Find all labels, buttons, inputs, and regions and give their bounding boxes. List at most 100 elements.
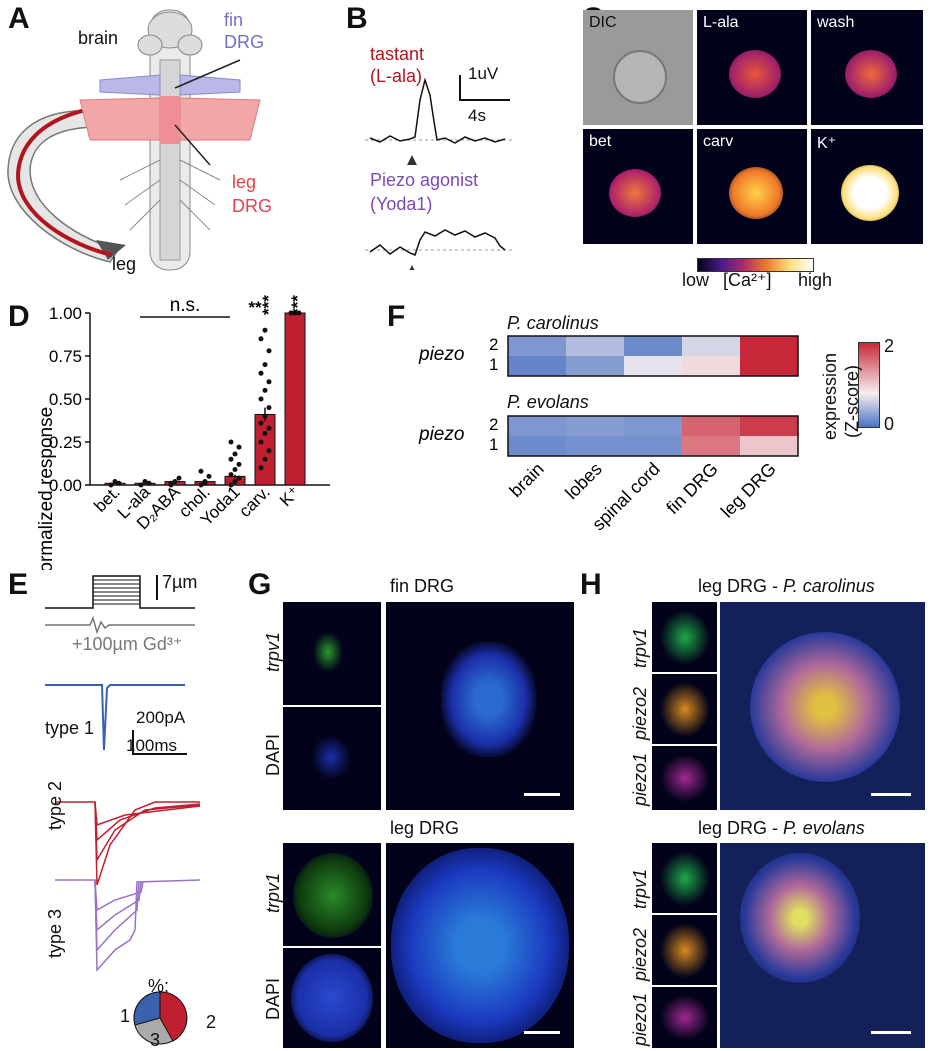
g-leg-dapi-label: DAPI: [263, 977, 283, 1020]
panel-label-f: F: [387, 300, 406, 333]
g-leg-trpv1-label: trpv1: [263, 872, 283, 913]
leg-label-drg: leg: [232, 172, 257, 192]
colorbar-title: [Ca²⁺]: [723, 270, 772, 290]
h2-trpv1-label: trpv1: [630, 868, 650, 909]
h1-merged-image: [720, 602, 925, 810]
data-point: [232, 467, 238, 473]
row-label-top-2: 2: [489, 415, 498, 434]
bet-tile: bet: [583, 129, 693, 244]
yoda1-label: (Yoda1): [370, 194, 433, 214]
gene-label-1: piezo: [418, 344, 464, 365]
fin-dapi-image: [283, 707, 381, 810]
g-title-leg: leg DRG: [390, 818, 460, 838]
data-point: [258, 465, 264, 471]
calcium-imaging-grid: DIC L-ala wash bet carv K⁺: [583, 10, 927, 250]
data-point: [172, 479, 178, 485]
heatmap-col-label: brain: [505, 459, 547, 501]
data-point: [266, 348, 272, 354]
y-axis-label: normalized response: [36, 407, 57, 570]
scale-voltage: 1uV: [468, 64, 499, 83]
data-point: [266, 425, 272, 431]
wash-tile: wash: [811, 10, 923, 125]
heatmap-cell: [566, 356, 624, 376]
tastant-label: tastant: [370, 44, 425, 64]
h1-piezo1-image: [652, 746, 717, 810]
legend-title-zscore: (Z-score): [842, 365, 862, 438]
heatmap-cell: [740, 336, 798, 356]
l-ala-tile: L-ala: [697, 10, 807, 125]
data-point: [258, 396, 264, 402]
heatmap-cell: [682, 336, 740, 356]
heatmap-cell: [624, 416, 682, 436]
calcium-colorbar: [697, 258, 814, 272]
h2-merged-image: [720, 843, 925, 1048]
zscore-min: 0: [884, 414, 895, 434]
data-point: [266, 379, 272, 385]
piezo-agonist-label: Piezo agonist: [370, 170, 479, 190]
x-tick-label: K⁺: [276, 482, 304, 510]
leg-trpv1-image: [283, 843, 381, 946]
heatmap-cell: [682, 436, 740, 456]
data-point: [146, 480, 152, 486]
bar: [254, 413, 276, 486]
panel-label-g: G: [248, 568, 272, 601]
data-point: [228, 439, 234, 445]
heatmap-cell: [566, 336, 624, 356]
data-point: [292, 310, 298, 316]
h2-piezo1-image: [652, 987, 717, 1048]
mechanocurrent-traces: [45, 575, 201, 1045]
heatmap-cell: [682, 416, 740, 436]
h2-trpv1-image: [652, 843, 717, 913]
data-point: [262, 413, 268, 419]
heatmap-cell: [740, 416, 798, 436]
heatmap-cell: [740, 356, 798, 376]
significance-yoda1: **: [248, 298, 262, 317]
data-point: [108, 482, 114, 488]
h1-piezo2-image: [652, 674, 717, 744]
panel-label-h: H: [580, 568, 602, 601]
type1-label: type 1: [45, 718, 95, 738]
y-tick-label: 0.25: [49, 433, 82, 452]
data-point: [262, 327, 268, 333]
sea-robin-anatomy-illustration: [7, 9, 261, 271]
fin-drg-label: DRG: [224, 32, 264, 52]
data-point: [228, 472, 234, 478]
data-point: [232, 451, 238, 457]
panel-label-a: A: [8, 2, 30, 35]
data-point: [258, 370, 264, 376]
y-tick-label: 0.00: [49, 476, 82, 495]
data-point: [266, 405, 272, 411]
k-tile: K⁺: [811, 129, 923, 244]
panel-label-e: E: [8, 568, 29, 601]
heatmap-cell: [624, 336, 682, 356]
data-point: [262, 387, 268, 393]
data-point: [236, 444, 242, 450]
carv-tile: carv: [697, 129, 807, 244]
data-point: [236, 461, 242, 467]
data-point: [198, 468, 204, 474]
species1-label: P. carolinus: [507, 313, 599, 333]
gene-label-2: piezo: [418, 424, 464, 445]
pie-title: %:: [148, 976, 170, 996]
data-point: [206, 473, 212, 479]
data-point: [296, 310, 302, 316]
g-fin-dapi-label: DAPI: [263, 733, 283, 776]
data-point: [138, 482, 144, 488]
scale-ms: 100ms: [126, 736, 178, 755]
h1-piezo2-label: piezo2: [630, 686, 650, 740]
h1-trpv1-label: trpv1: [630, 627, 650, 668]
data-point: [202, 480, 208, 486]
h1-trpv1-image: [652, 602, 717, 672]
heatmap-cell: [566, 416, 624, 436]
fin-trpv1-image: [283, 602, 381, 705]
data-point: [228, 456, 234, 462]
leg-dapi-image: [283, 948, 381, 1048]
heatmap-frame: [507, 335, 799, 377]
scale-current: 200pA: [136, 708, 186, 727]
h2-piezo2-label: piezo2: [630, 927, 650, 981]
pie-label-3: 3: [150, 1030, 161, 1050]
data-point: [258, 439, 264, 445]
heatmap-cell: [566, 436, 624, 456]
heatmap-cell: [508, 336, 566, 356]
ns-annotation: n.s.: [170, 295, 201, 316]
